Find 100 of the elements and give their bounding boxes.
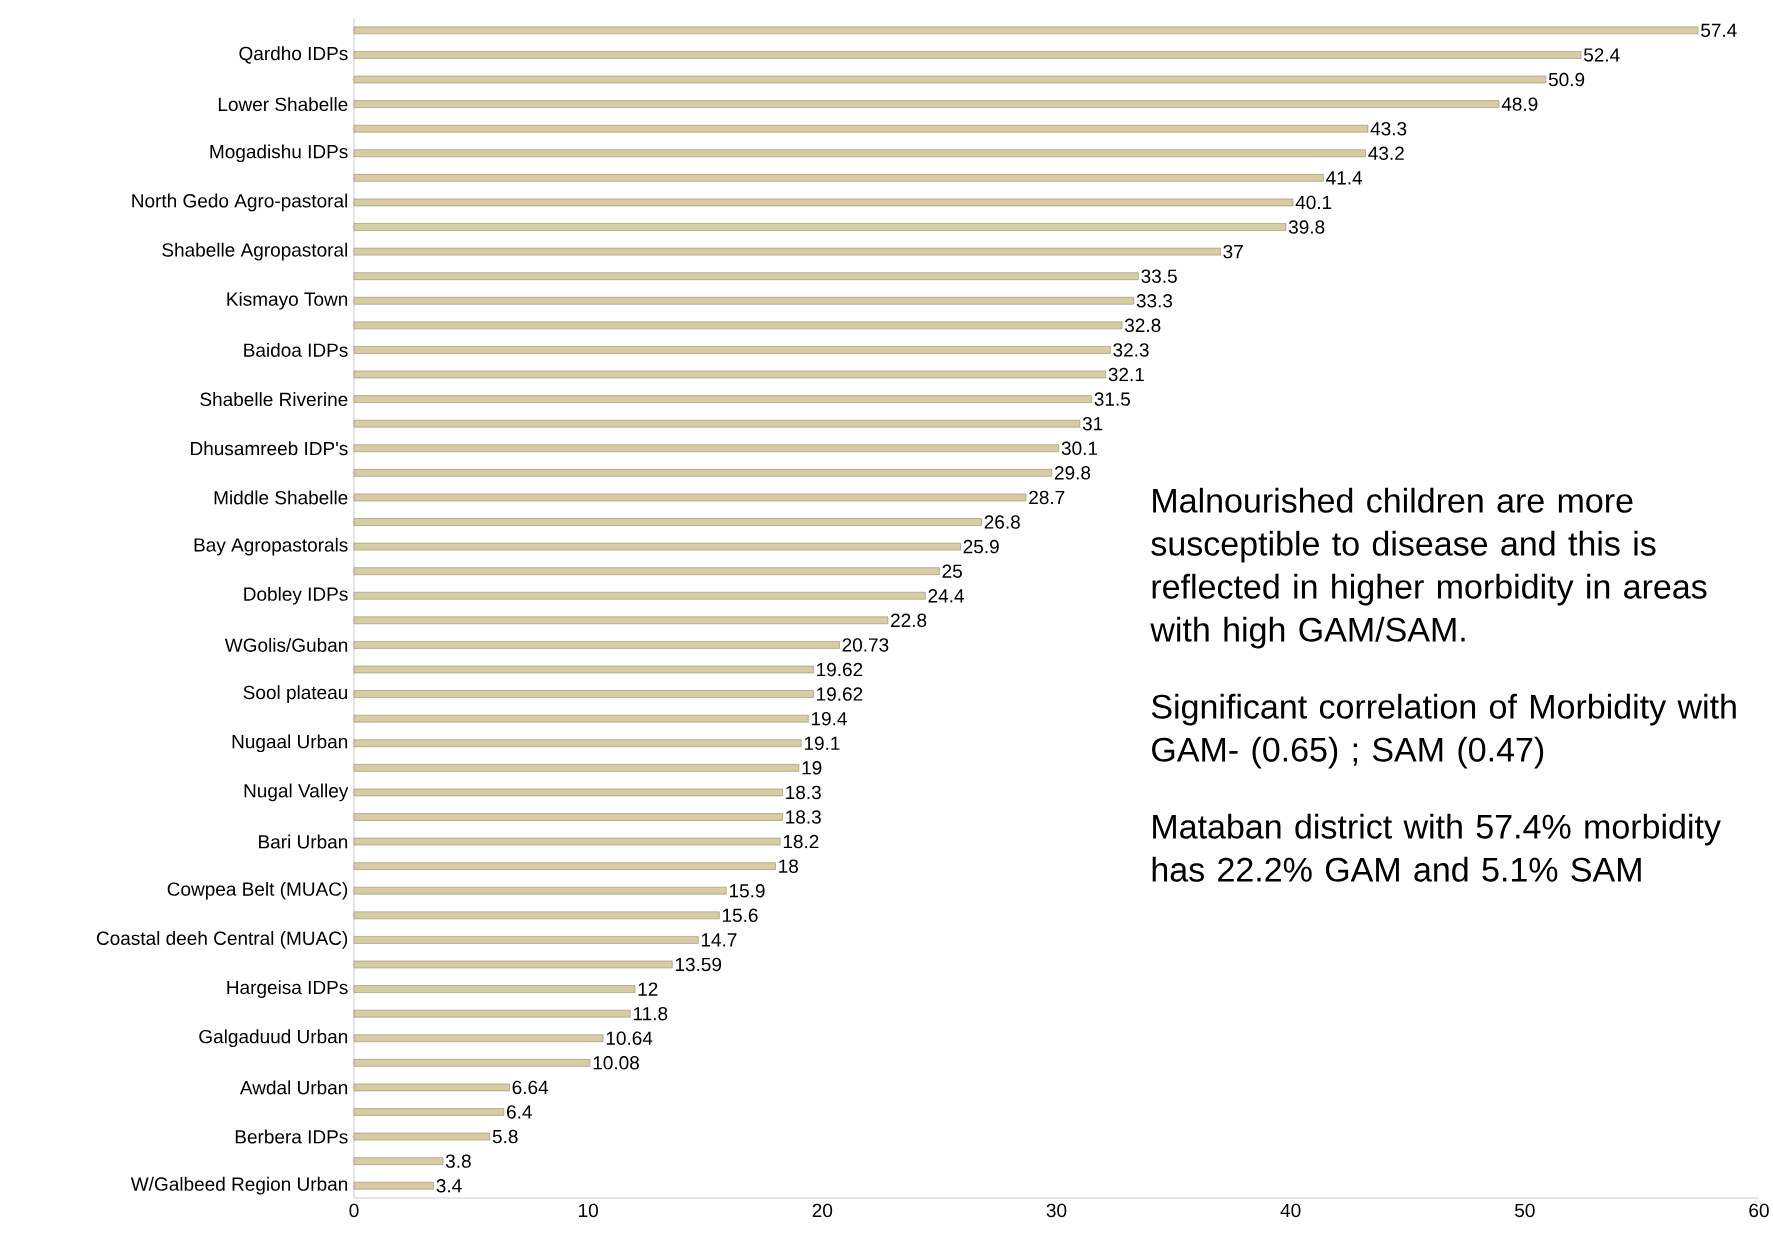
- x-tick-label: 50: [1515, 1203, 1535, 1218]
- data-label: 24.4: [928, 589, 964, 603]
- bar: [353, 690, 814, 698]
- annotation: Mataban district with 57.4% morbidity has 22.2% GAM and 5.1% SAM: [1152, 813, 1721, 882]
- data-label: 5.8: [492, 1129, 518, 1144]
- data-label: 26.8: [984, 515, 1020, 529]
- data-label: 19.62: [817, 687, 863, 701]
- bar: [353, 51, 1582, 59]
- y-tick-label: Sool plateau: [243, 685, 348, 703]
- bar: [353, 764, 800, 772]
- bar: [353, 813, 783, 821]
- data-label: 33.5: [1141, 269, 1177, 283]
- bar: [353, 1034, 604, 1042]
- data-label: 48.9: [1501, 97, 1538, 111]
- x-tick-label: 0: [349, 1203, 359, 1218]
- bar: [353, 616, 889, 625]
- annotation: Malnourished children are more susceptible to disease and this is reflected in higher morbidity in areas with high GAM/SAM.: [1150, 487, 1707, 649]
- y-tick-label: Shabelle Agropastoral: [162, 242, 348, 261]
- data-label: 19.4: [811, 711, 847, 726]
- bar: [353, 1108, 505, 1116]
- data-label: 19.1: [804, 736, 840, 750]
- bar: [353, 1083, 510, 1092]
- x-tick-label: 20: [812, 1203, 833, 1218]
- bar: [353, 370, 1106, 379]
- bar: [353, 960, 673, 969]
- data-label: 13.59: [675, 957, 722, 972]
- data-label: 6.64: [512, 1080, 549, 1095]
- data-label: 10.64: [606, 1031, 653, 1045]
- y-tick-label: W/Galbeed Region Urban: [130, 1176, 348, 1195]
- bar: [353, 592, 926, 600]
- y-tick-label: Nugal Valley: [244, 783, 349, 802]
- data-label: 33.3: [1136, 294, 1173, 308]
- y-tick-label: Coastal deeh Central (MUAC): [96, 931, 348, 949]
- y-tick-label: Berbera IDPs: [235, 1129, 348, 1144]
- data-label: 18.2: [783, 834, 819, 849]
- data-label: 12: [638, 982, 658, 996]
- annotation: Significant correlation of Morbidity with GAM- (0.65) ; SAM (0.47): [1151, 693, 1736, 769]
- y-tick-label: Baidoa IDPs: [244, 342, 348, 357]
- data-label: 3.4: [436, 1179, 462, 1193]
- data-label: 11.8: [633, 1006, 668, 1021]
- bar: [353, 124, 1369, 133]
- data-label: 3.8: [445, 1154, 471, 1168]
- data-label: 32.1: [1108, 367, 1144, 382]
- y-tick-label: Hargeisa IDPs: [227, 980, 348, 998]
- data-label: 19: [802, 761, 822, 775]
- data-label: 18: [779, 859, 798, 873]
- y-tick-label: Kismayo Town: [227, 291, 348, 310]
- data-label: 14.7: [701, 933, 737, 947]
- bar: [353, 321, 1123, 330]
- bar: [353, 837, 781, 846]
- data-label: 41.4: [1326, 171, 1363, 185]
- data-label: 37: [1223, 244, 1243, 259]
- bar: [353, 714, 809, 723]
- bar: [353, 26, 1699, 35]
- y-tick-label: Awdal Urban: [239, 1080, 348, 1095]
- bar: [353, 1059, 591, 1067]
- y-tick-label: Shabelle Riverine: [200, 392, 348, 407]
- bar: [353, 174, 1324, 182]
- bar: [353, 862, 776, 870]
- data-label: 43.3: [1370, 121, 1407, 136]
- data-label: 57.4: [1701, 23, 1737, 37]
- data-label: 52.4: [1583, 48, 1620, 62]
- data-label: 28.7: [1029, 490, 1065, 505]
- bar: [353, 1157, 444, 1165]
- bar: [353, 346, 1111, 354]
- data-label: 15.9: [729, 884, 765, 898]
- data-label: 31.5: [1094, 392, 1130, 406]
- bar: [353, 297, 1135, 305]
- data-label: 6.4: [507, 1105, 532, 1119]
- bar: [353, 788, 783, 797]
- bar: [353, 886, 727, 895]
- data-label: 18.3: [786, 785, 821, 800]
- data-label: 19.62: [817, 662, 863, 677]
- x-tick-label: 60: [1749, 1203, 1769, 1218]
- y-tick-label: Mogadishu IDPs: [210, 144, 348, 163]
- y-tick-label: WGolis/Guban: [224, 637, 348, 652]
- data-label: 18.3: [786, 810, 821, 824]
- bar: [353, 739, 802, 747]
- x-tick-label: 40: [1280, 1203, 1301, 1218]
- data-label: 22.8: [891, 613, 927, 628]
- y-tick-label: Qardho IDPs: [239, 46, 348, 64]
- y-tick-label: Dhusamreeb IDP's: [191, 441, 348, 456]
- y-tick-label: Lower Shabelle: [218, 97, 348, 112]
- bar: [353, 911, 720, 920]
- bar: [353, 395, 1092, 403]
- bar: [353, 469, 1053, 477]
- bar: [353, 1132, 491, 1141]
- bar: [353, 518, 982, 526]
- y-tick-label: Galgaduud Urban: [199, 1029, 348, 1048]
- bar: [353, 444, 1060, 453]
- data-label: 30.1: [1061, 441, 1098, 455]
- data-label: 15.6: [722, 908, 758, 923]
- data-label: 39.8: [1288, 220, 1325, 234]
- data-label: 29.8: [1054, 466, 1091, 480]
- x-tick-label: 30: [1046, 1203, 1067, 1218]
- bar: [353, 149, 1366, 158]
- data-label: 10.08: [593, 1056, 639, 1070]
- data-label: 32.3: [1113, 343, 1149, 357]
- y-tick-label: Bari Urban: [259, 834, 348, 849]
- bar: [353, 985, 636, 993]
